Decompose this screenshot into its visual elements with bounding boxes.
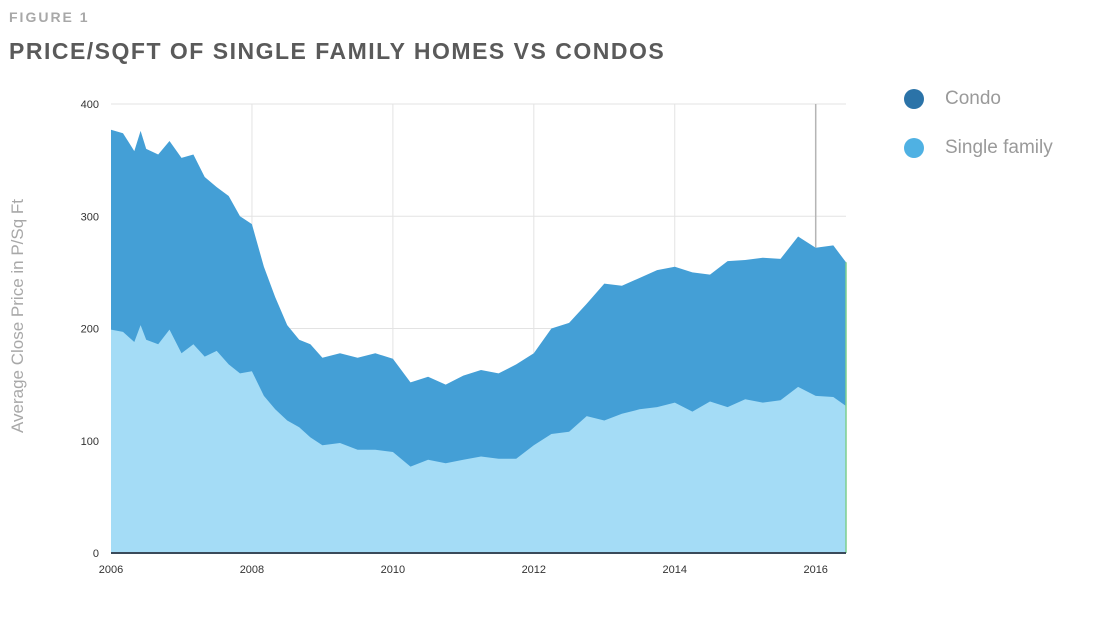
y-tick-label-200: 200 <box>81 324 99 336</box>
x-tick-label-2014: 2014 <box>663 564 687 576</box>
legend-label-condo: Condo <box>945 88 1001 109</box>
legend-swatch-condo <box>904 89 924 109</box>
legend-label-single-family: Single family <box>945 137 1053 158</box>
y-tick-label-0: 0 <box>93 548 99 560</box>
legend-item-condo[interactable]: Condo <box>904 86 1053 112</box>
y-tick-label-300: 300 <box>81 211 99 223</box>
area-series-single-family <box>111 325 846 553</box>
x-tick-label-2016: 2016 <box>803 564 827 576</box>
x-tick-label-2010: 2010 <box>381 564 405 576</box>
legend-swatch-single-family <box>904 138 924 158</box>
legend-item-single-family[interactable]: Single family <box>904 135 1053 161</box>
legend: Condo Single family <box>904 86 1053 184</box>
chart-title: PRICE/SQFT OF SINGLE FAMILY HOMES VS CON… <box>9 38 666 64</box>
x-tick-label-2006: 2006 <box>99 564 123 576</box>
figure-label: FIGURE 1 <box>9 9 90 25</box>
y-tick-label-100: 100 <box>81 436 99 448</box>
x-tick-label-2008: 2008 <box>240 564 264 576</box>
y-tick-label-400: 400 <box>81 99 99 111</box>
x-tick-label-2012: 2012 <box>522 564 546 576</box>
